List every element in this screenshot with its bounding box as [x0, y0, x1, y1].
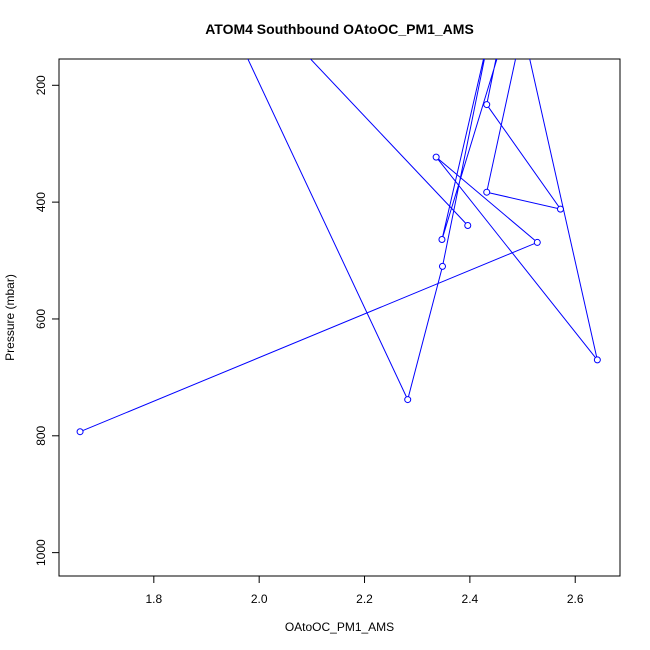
x-tick-label: 2.2: [356, 592, 373, 606]
y-tick-label: 200: [34, 75, 48, 95]
data-point: [438, 262, 446, 270]
y-axis-label: Pressure (mbar): [3, 274, 17, 361]
y-axis: 200 400 600 800 1000: [34, 75, 59, 566]
data-point: [483, 188, 491, 196]
x-tick-label: 2.0: [251, 592, 268, 606]
y-tick-label: 400: [34, 192, 48, 212]
plot-frame: [58, 58, 621, 577]
data-point: [533, 238, 541, 246]
series-line: [79, 59, 598, 433]
data-point: [556, 205, 564, 213]
chart-title: ATOM4 Southbound OAtoOC_PM1_AMS: [205, 21, 474, 37]
data-point: [593, 356, 601, 364]
data-point: [432, 153, 440, 161]
y-tick-label: 800: [34, 425, 48, 445]
y-tick-label: 600: [34, 309, 48, 329]
plot-area: [76, 59, 601, 436]
data-point: [404, 396, 412, 404]
x-tick-label: 1.8: [145, 592, 162, 606]
data-point: [464, 221, 472, 229]
x-tick-label: 2.4: [462, 592, 479, 606]
data-point: [438, 236, 446, 244]
data-point: [483, 101, 491, 109]
data-point: [76, 428, 84, 436]
x-tick-label: 2.6: [567, 592, 584, 606]
y-tick-label: 1000: [34, 539, 48, 566]
x-axis-label: OAtoOC_PM1_AMS: [285, 620, 394, 634]
x-axis: 1.8 2.0 2.2 2.4 2.6: [145, 576, 584, 606]
